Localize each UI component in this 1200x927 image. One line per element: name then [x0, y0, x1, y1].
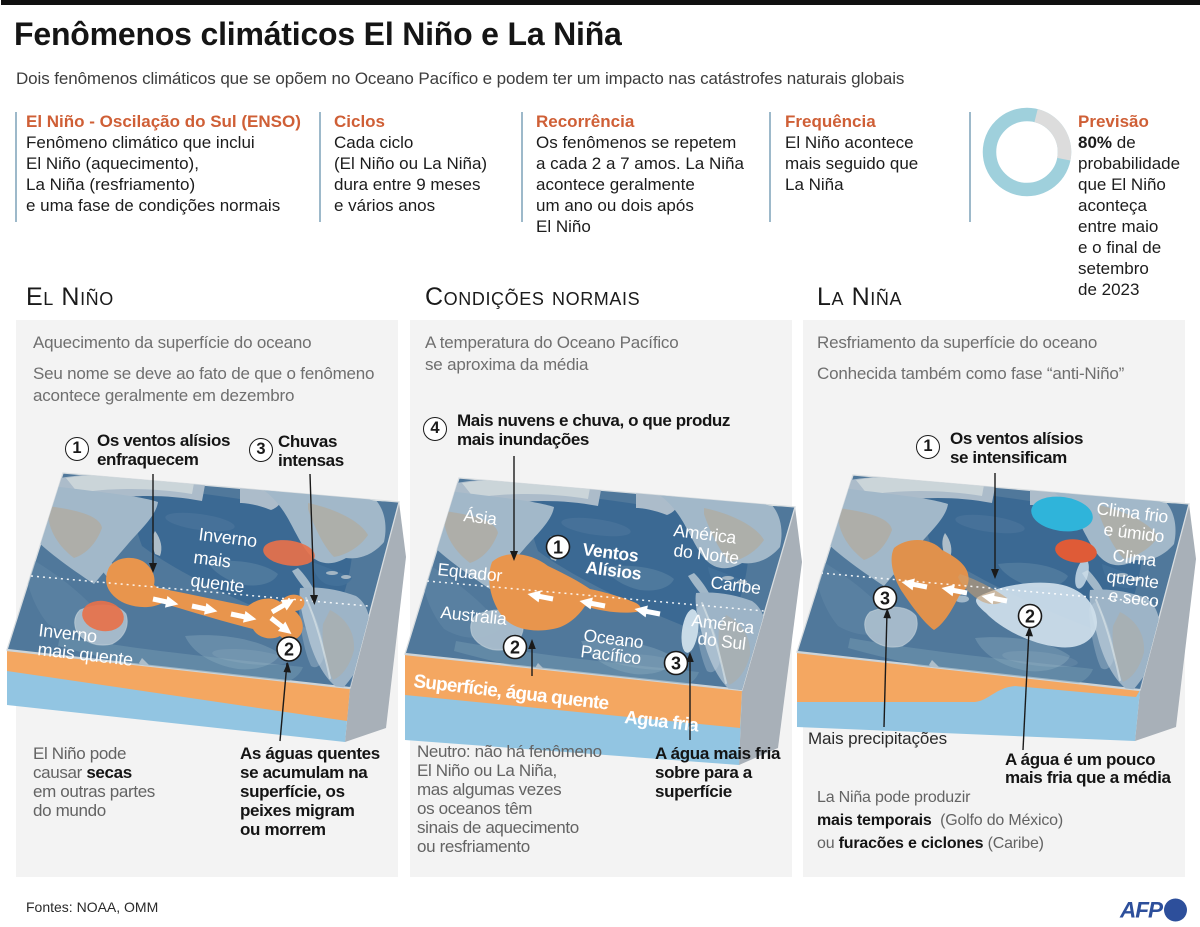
svg-text:AFP: AFP — [1119, 898, 1164, 923]
